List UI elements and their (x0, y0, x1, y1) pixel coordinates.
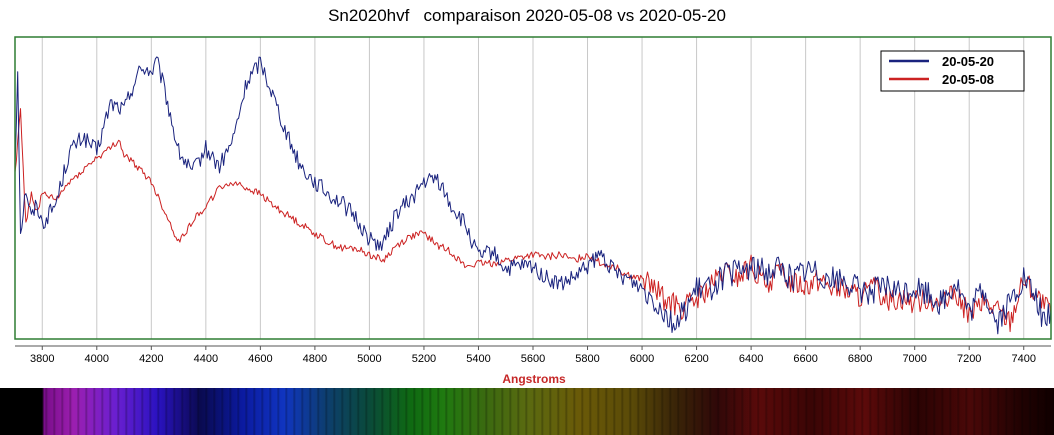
x-tick-label-4000: 4000 (85, 353, 109, 365)
x-tick-label-4200: 4200 (139, 353, 163, 365)
x-tick-label-7200: 7200 (957, 353, 981, 365)
x-tick-label-4400: 4400 (194, 353, 218, 365)
x-tick-label-6200: 6200 (684, 353, 708, 365)
x-tick-label-7000: 7000 (902, 353, 926, 365)
spectrum-chart: 3800 4000 4200 4400 4600 4800 5000 5200 5400 5600… (14, 36, 1052, 386)
x-axis-ticks: 3800 4000 4200 4400 4600 4800 5000 5200 5400 5600… (30, 346, 1036, 365)
x-tick-label-5400: 5400 (466, 353, 490, 365)
legend-box (880, 50, 1025, 92)
x-tick-label-6800: 6800 (848, 353, 872, 365)
x-tick-label-7400: 7400 (1011, 353, 1035, 365)
series-layer (14, 56, 1052, 335)
series-line-20-05-20 (14, 56, 1052, 335)
x-tick-label-6000: 6000 (630, 353, 654, 365)
legend: 20-05-20 20-05-08 (880, 50, 1025, 92)
series-line-20-05-08 (14, 108, 1052, 333)
legend-label-20-05-08: 20-05-08 (942, 72, 994, 87)
plot-frame (14, 36, 1052, 340)
x-tick-label-4800: 4800 (303, 353, 327, 365)
x-axis-label: Angstroms (502, 372, 566, 386)
x-tick-label-5800: 5800 (575, 353, 599, 365)
x-tick-label-5200: 5200 (412, 353, 436, 365)
x-tick-label-3800: 3800 (30, 353, 54, 365)
x-tick-label-5000: 5000 (357, 353, 381, 365)
x-tick-label-6400: 6400 (739, 353, 763, 365)
spectrum-color-strip (0, 388, 1054, 435)
x-tick-label-6600: 6600 (793, 353, 817, 365)
chart-title: Sn2020hvf comparaison 2020-05-08 vs 2020… (328, 6, 726, 25)
x-tick-label-4600: 4600 (248, 353, 272, 365)
spectrum-band-overlay (0, 388, 1054, 435)
grid-layer (41, 37, 1025, 339)
x-tick-label-5600: 5600 (521, 353, 545, 365)
legend-label-20-05-20: 20-05-20 (942, 54, 994, 69)
